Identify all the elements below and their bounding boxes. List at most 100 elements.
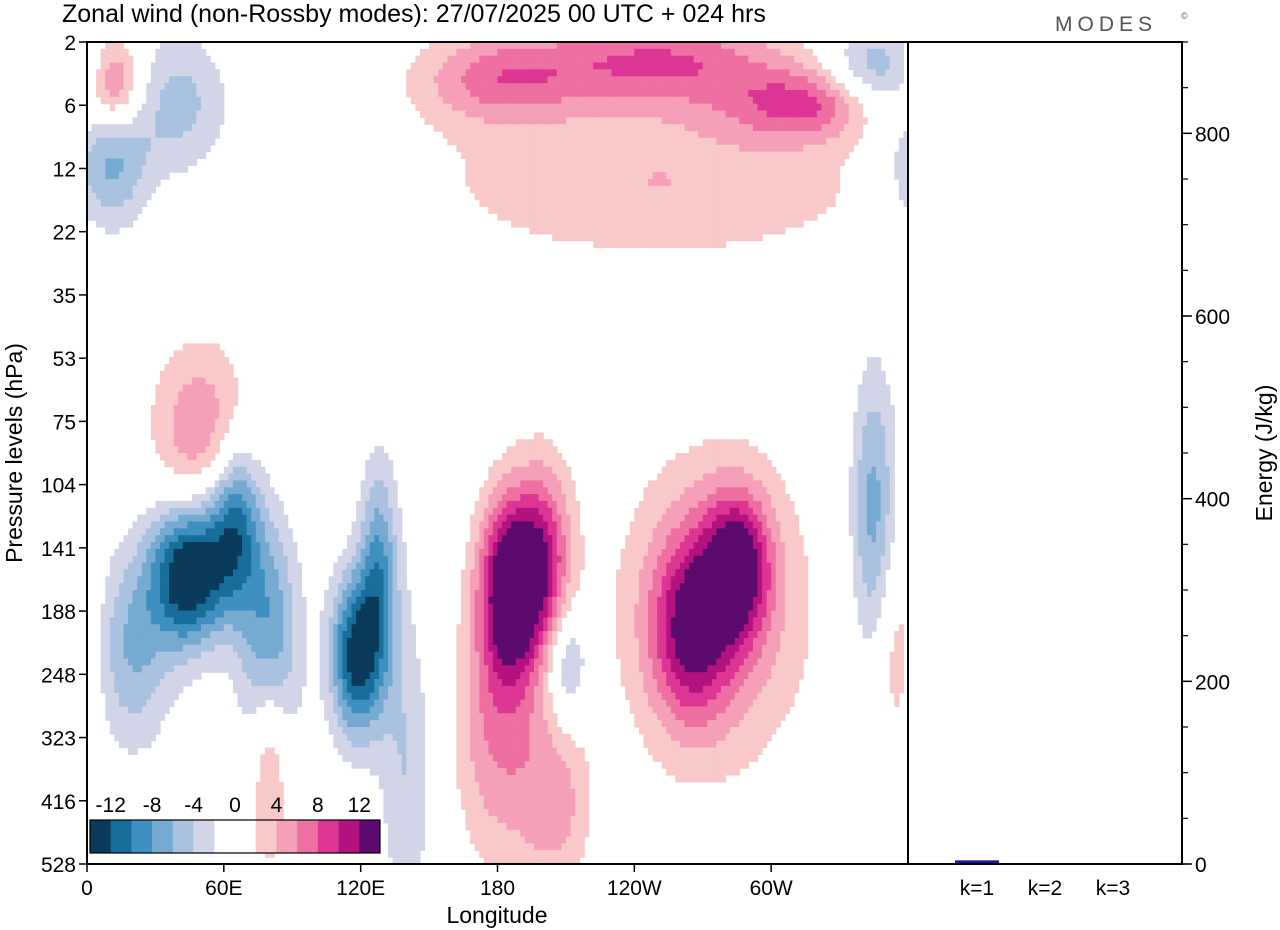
- heatmap-cell: [903, 192, 909, 201]
- heatmap-cell: [876, 453, 882, 461]
- heatmap-cell: [561, 528, 567, 536]
- heatmap-cell: [825, 103, 832, 112]
- heatmap-cell: [711, 459, 718, 468]
- heatmap-cell: [575, 48, 581, 57]
- heatmap-cell: [588, 151, 594, 160]
- heatmap-cell: [520, 487, 526, 495]
- heatmap-cell: [388, 480, 394, 488]
- heatmap-cell: [438, 55, 444, 64]
- heatmap-cell: [552, 473, 558, 481]
- heatmap-cell: [515, 514, 521, 523]
- heatmap-cell: [556, 542, 562, 550]
- heatmap-cell: [479, 42, 485, 50]
- heatmap-cell: [201, 453, 207, 461]
- heatmap-cell: [739, 473, 745, 481]
- heatmap-cell: [123, 55, 129, 64]
- heatmap-cell: [739, 439, 745, 447]
- heatmap-cell: [214, 398, 220, 406]
- heatmap-cell: [643, 158, 649, 166]
- heatmap-cell: [597, 103, 603, 112]
- heatmap-cell: [780, 548, 786, 557]
- heatmap-cell: [461, 110, 467, 118]
- heatmap-cell: [789, 158, 795, 166]
- heatmap-cell: [584, 226, 590, 235]
- heatmap-cell: [803, 48, 809, 57]
- heatmap-cell: [593, 158, 599, 166]
- heatmap-cell: [205, 384, 211, 392]
- heatmap-cell: [684, 453, 690, 461]
- heatmap-cell: [803, 89, 809, 98]
- heatmap-cell: [720, 62, 727, 70]
- heatmap-cell: [164, 55, 170, 64]
- heatmap-cell: [155, 69, 161, 77]
- heatmap-cell: [762, 89, 768, 98]
- heatmap-cell: [748, 69, 754, 77]
- heatmap-cell: [242, 466, 248, 475]
- heatmap-cell: [702, 521, 708, 529]
- heatmap-cell: [675, 206, 681, 214]
- heatmap-cell: [360, 542, 366, 550]
- heatmap-cell: [214, 507, 220, 516]
- heatmap-cell: [470, 103, 476, 112]
- heatmap-cell: [670, 103, 676, 112]
- heatmap-cell: [716, 240, 722, 249]
- heatmap-cell: [584, 213, 590, 221]
- heatmap-cell: [538, 480, 544, 488]
- heatmap-cell: [561, 89, 567, 98]
- heatmap-cell: [807, 131, 813, 139]
- heatmap-cell: [725, 165, 731, 173]
- heatmap-cell: [707, 199, 713, 207]
- heatmap-cell: [283, 514, 289, 523]
- heatmap-cell: [511, 62, 517, 70]
- heatmap-cell: [575, 213, 581, 221]
- heatmap-cell: [520, 151, 526, 160]
- heatmap-cell: [155, 103, 161, 112]
- heatmap-cell: [424, 55, 430, 64]
- heatmap-cell: [638, 103, 645, 112]
- heatmap-cell: [511, 185, 517, 194]
- heatmap-cell: [87, 144, 93, 153]
- heatmap-cell: [876, 446, 882, 454]
- heatmap-cell: [602, 158, 608, 166]
- heatmap-cell: [661, 206, 667, 214]
- heatmap-cell: [743, 89, 749, 98]
- heatmap-cell: [789, 62, 795, 70]
- heatmap-cell: [191, 124, 198, 132]
- heatmap-cell: [606, 48, 613, 57]
- heatmap-cell: [835, 172, 841, 180]
- heatmap-cell: [734, 103, 740, 112]
- heatmap-cell: [730, 507, 736, 516]
- heatmap-cell: [164, 439, 170, 447]
- heatmap-cell: [506, 548, 512, 557]
- heatmap-cell: [164, 453, 170, 461]
- heatmap-cell: [533, 480, 540, 488]
- heatmap-cell: [620, 213, 626, 221]
- heatmap-cell: [889, 480, 895, 488]
- heatmap-cell: [191, 542, 198, 550]
- heatmap-cell: [169, 418, 175, 427]
- heatmap-cell: [748, 514, 754, 523]
- heatmap-cell: [214, 480, 220, 488]
- heatmap-cell: [716, 179, 722, 187]
- heatmap-cell: [862, 439, 868, 447]
- heatmap-cell: [606, 206, 613, 214]
- heatmap-cell: [766, 89, 772, 98]
- heatmap-cell: [128, 179, 134, 187]
- heatmap-cell: [689, 158, 695, 166]
- heatmap-cell: [757, 521, 763, 529]
- heatmap-cell: [470, 55, 476, 64]
- heatmap-cell: [150, 76, 157, 84]
- heatmap-cell: [584, 151, 590, 160]
- heatmap-cell: [461, 62, 467, 70]
- heatmap-cell: [730, 137, 736, 146]
- heatmap-cell: [702, 137, 708, 146]
- heatmap-cell: [734, 117, 740, 125]
- heatmap-cell: [734, 199, 740, 207]
- heatmap-cell: [502, 110, 508, 118]
- heatmap-cell: [597, 83, 603, 91]
- heatmap-cell: [702, 69, 708, 77]
- heatmap-cell: [766, 158, 772, 166]
- heatmap-cell: [616, 192, 622, 201]
- heatmap-cell: [169, 405, 175, 413]
- heatmap-cell: [670, 137, 676, 146]
